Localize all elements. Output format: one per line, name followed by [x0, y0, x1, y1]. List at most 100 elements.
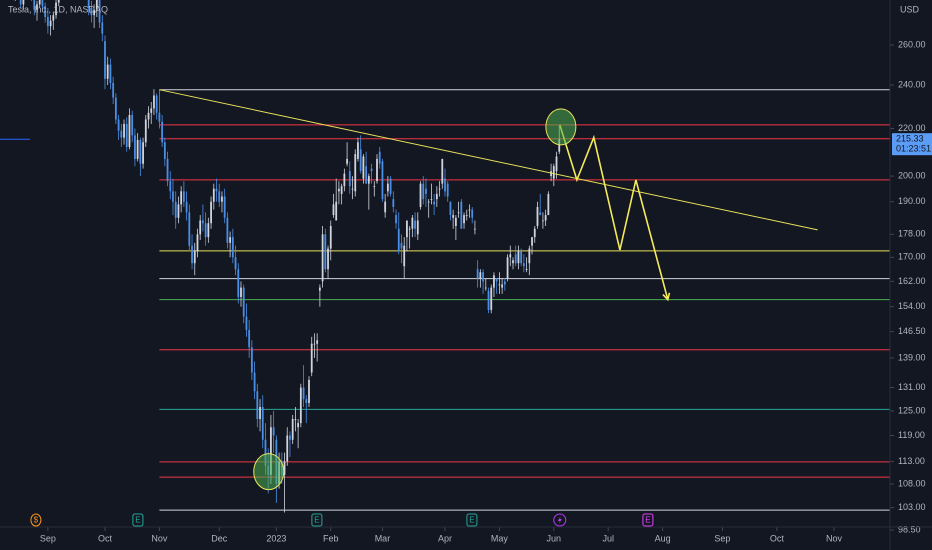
x-tick-label: Aug — [655, 533, 671, 543]
candle-body — [36, 4, 38, 10]
candle-body — [506, 257, 509, 279]
candle-body — [270, 427, 272, 475]
candle-body — [362, 156, 365, 179]
y-tick-label: 119.00 — [898, 430, 925, 440]
candle-body — [114, 97, 117, 120]
candle-body — [44, 6, 47, 17]
candle-body — [136, 139, 139, 159]
x-tick-label: Dec — [211, 533, 228, 543]
candle-body — [218, 191, 221, 202]
candle-body — [161, 121, 164, 143]
candle-body — [522, 263, 525, 267]
candle-body — [465, 215, 468, 216]
y-tick-label: 260.00 — [898, 39, 926, 49]
candle-body — [425, 188, 427, 194]
candle-body — [55, 2, 57, 16]
candle-body — [117, 119, 120, 131]
candle-body — [531, 237, 533, 246]
y-tick-label: 190.00 — [898, 196, 926, 206]
x-tick-label: Nov — [151, 533, 168, 543]
candle-body — [370, 168, 373, 172]
candle-body — [283, 461, 286, 475]
candle-body — [221, 196, 223, 202]
trend-line — [159, 89, 818, 231]
candle-body — [354, 154, 357, 192]
candle-body — [400, 242, 403, 249]
candle-body — [332, 204, 335, 216]
candle-body — [33, 0, 36, 10]
candle-body — [408, 228, 411, 230]
candle-body — [191, 245, 193, 264]
candle-body — [422, 183, 425, 200]
candle-body — [248, 329, 251, 348]
candle-body — [106, 64, 109, 79]
y-tick-label: 103.00 — [898, 502, 926, 512]
candle-body — [493, 275, 495, 288]
y-tick-label: 131.00 — [898, 382, 926, 392]
overlay: 260.00 240.00 220.00 200.00 190.00 178.00 170.… — [30, 39, 932, 543]
candle-body — [22, 0, 25, 5]
candle-body — [555, 156, 558, 172]
candle-body — [109, 64, 112, 83]
x-tick-label: Oct — [770, 533, 785, 543]
candle-body — [340, 186, 343, 194]
plot — [0, 0, 890, 513]
candle-body — [351, 188, 354, 190]
candle-body — [19, 0, 22, 5]
y-tick-label: 139.00 — [898, 352, 926, 362]
candle-body — [498, 284, 501, 286]
y-tick-label: 162.00 — [898, 276, 926, 286]
candle-body — [123, 123, 125, 138]
event-marker — [311, 513, 323, 527]
candle-body — [297, 423, 300, 428]
event-label: E — [314, 516, 319, 525]
candle-body — [93, 9, 96, 16]
candle-body — [196, 234, 199, 252]
candle-body — [174, 201, 177, 218]
candle-body — [305, 399, 308, 404]
candle-body — [193, 251, 196, 264]
x-tick-label: Apr — [438, 533, 452, 543]
candle-body — [552, 166, 555, 179]
candle-body — [438, 188, 441, 190]
candle-body — [177, 204, 180, 218]
candle-body — [261, 406, 264, 440]
candle-body — [460, 201, 463, 229]
candle-body — [46, 16, 49, 27]
candle-body — [446, 183, 449, 197]
candle-body — [427, 201, 430, 203]
y-tick-label: 113.00 — [898, 456, 925, 466]
candle-body — [142, 142, 144, 164]
candle-body — [57, 0, 60, 3]
x-tick-label: Nov — [826, 533, 843, 543]
candle-body — [536, 207, 539, 226]
y-tick-label: 170.00 — [898, 252, 926, 262]
candle-body — [414, 220, 416, 229]
candle-body — [335, 201, 338, 221]
candle-body — [112, 82, 115, 98]
candle-body — [441, 158, 444, 184]
candle-body — [348, 171, 351, 187]
projection-path — [559, 124, 669, 300]
candle-body — [212, 188, 215, 202]
candle-body — [49, 20, 52, 27]
x-tick-label: 2023 — [266, 533, 286, 543]
candle-body — [240, 287, 242, 298]
y-tick-label: 98.50 — [898, 524, 921, 534]
candle-body — [495, 278, 498, 282]
candle-body — [463, 215, 465, 224]
candle-body — [479, 272, 482, 279]
candle-body — [147, 112, 150, 120]
chart-title: Tesla, Inc., 1D, NASDAQ — [8, 4, 108, 14]
candle-body — [324, 234, 327, 270]
candle-body — [454, 217, 457, 226]
candle-body — [509, 254, 512, 258]
candle-body — [318, 287, 321, 291]
y-tick-label: 108.00 — [898, 478, 926, 488]
candle-body — [95, 0, 98, 10]
candle-body — [471, 209, 474, 218]
candle-body — [294, 419, 297, 420]
candle-body — [416, 220, 419, 235]
candle-body — [327, 248, 329, 270]
candle-body — [514, 254, 517, 264]
